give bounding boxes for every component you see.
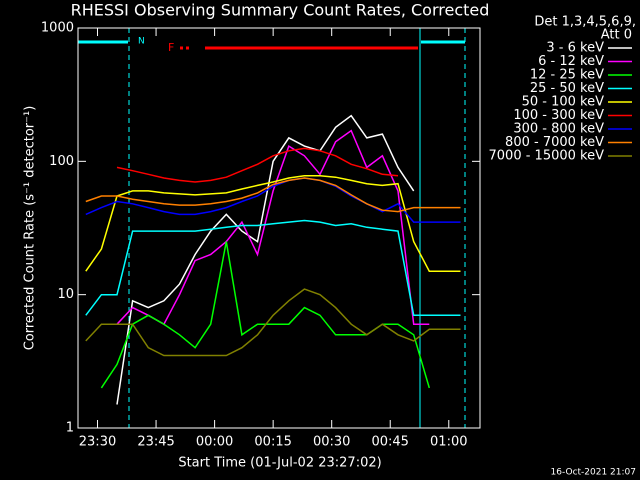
timestamp: 16-Oct-2021 21:07: [551, 468, 636, 478]
x-axis-label: Start Time (01-Jul-02 23:27:02): [178, 456, 381, 471]
x-tick-label: 00:00: [196, 435, 233, 450]
y-tick-label: 1000: [41, 21, 74, 36]
legend-label: 12 - 25 keV: [530, 68, 604, 83]
series-line: [116, 129, 430, 326]
series-line: [85, 177, 461, 213]
series-line: [85, 177, 461, 223]
x-tick-label: 01:00: [430, 435, 467, 450]
legend-label: 50 - 100 keV: [522, 95, 605, 110]
night-flag: N: [138, 37, 145, 47]
flare-flag: F: [168, 41, 174, 54]
legend-label: 100 - 300 keV: [513, 108, 604, 123]
series-line: [85, 288, 461, 357]
legend-header: Det 1,3,4,5,6,9,: [534, 15, 636, 30]
plot-frame: [77, 27, 481, 429]
y-axis-label: Corrected Count Rate (s⁻¹ detector⁻¹): [23, 106, 38, 351]
x-tick-label: 23:30: [79, 435, 116, 450]
series-line: [85, 174, 461, 272]
series-line: [116, 147, 399, 183]
legend-header: Att 0: [601, 28, 632, 43]
x-tick-label: 23:45: [137, 435, 174, 450]
legend-label: 7000 - 15000 keV: [489, 149, 605, 164]
chart-title: RHESSI Observing Summary Count Rates, Co…: [71, 1, 490, 20]
legend-label: 25 - 50 keV: [530, 81, 604, 96]
legend-label: 3 - 6 keV: [546, 41, 604, 56]
legend-label: 300 - 800 keV: [513, 122, 604, 137]
series-line: [85, 219, 461, 317]
y-tick-label: 10: [57, 287, 74, 302]
y-tick-label: 1: [66, 421, 74, 436]
x-tick-label: 00:30: [313, 435, 350, 450]
y-tick-label: 100: [49, 154, 74, 169]
legend-label: 800 - 7000 keV: [505, 135, 604, 150]
x-tick-label: 00:45: [371, 435, 408, 450]
x-tick-label: 00:15: [254, 435, 291, 450]
series-line: [116, 114, 415, 405]
legend-label: 6 - 12 keV: [538, 54, 604, 69]
